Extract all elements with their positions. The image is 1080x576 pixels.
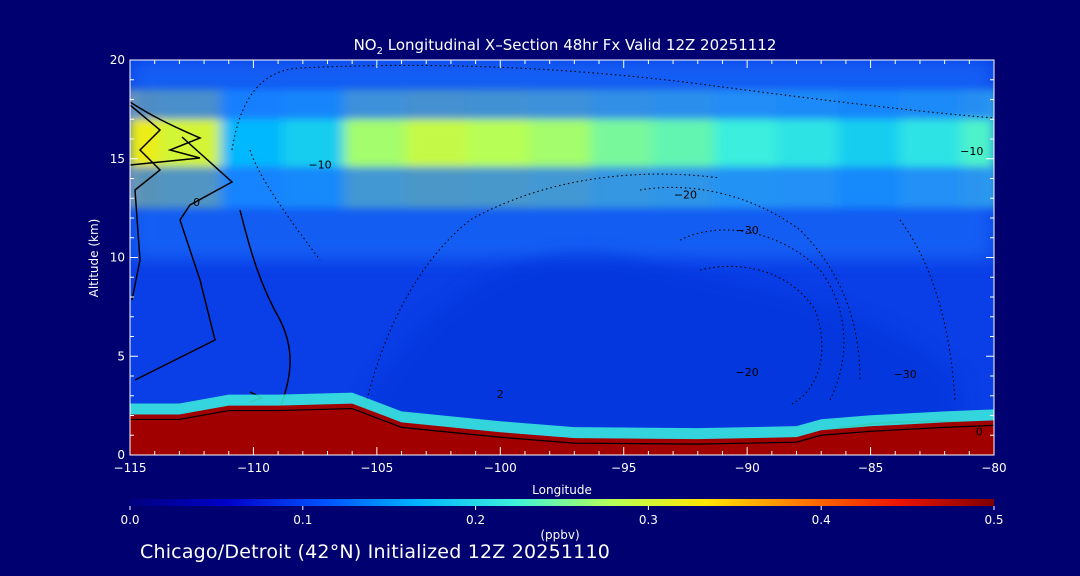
y-tick-label: 15	[110, 152, 125, 166]
colorbar	[130, 499, 994, 506]
x-tick-label: −115	[114, 461, 147, 475]
contour-label: −30	[894, 368, 917, 381]
colorbar-tick-label: 0.5	[984, 513, 1003, 527]
colorbar-tick-label: 0.0	[120, 513, 139, 527]
colorbar-unit: (ppbv)	[540, 528, 579, 542]
contour-label: 0	[976, 425, 983, 438]
contour-label: −20	[674, 188, 697, 201]
footer-caption: Chicago/Detroit (42°N) Initialized 12Z 2…	[140, 541, 611, 563]
colorbar-tick-label: 0.4	[812, 513, 831, 527]
contour-label: −10	[960, 145, 983, 158]
colorbar-tick-label: 0.3	[639, 513, 658, 527]
colorbar-ticks: 0.0 0.1 0.2 0.3 0.4 0.5	[120, 506, 1004, 527]
x-axis-label: Longitude	[532, 483, 592, 497]
dotted-contours	[231, 64, 994, 431]
title-suffix: Longitudinal X–Section 48hr Fx Valid 12Z…	[383, 36, 776, 54]
x-tick-label: −110	[237, 461, 270, 475]
x-axis: −115 −110 −105 −100 −95 −90 −85 −80	[114, 60, 1007, 475]
x-tick-label: −80	[981, 461, 1006, 475]
y-tick-label: 0	[117, 448, 125, 462]
chart-title: NO2 Longitudinal X–Section 48hr Fx Valid…	[354, 36, 777, 57]
no2-layer-fade-top	[130, 89, 994, 120]
y-axis-label: Altitude (km)	[87, 219, 101, 298]
x-tick-label: −105	[360, 461, 393, 475]
x-tick-label: −100	[484, 461, 517, 475]
contour-label: −30	[736, 224, 759, 237]
contour-labels: −10 −20 −30 −10 −20 −30 2 0 0	[193, 145, 983, 438]
terrain-outline	[130, 407, 994, 445]
title-subscript: 2	[377, 46, 383, 57]
title-prefix: NO	[354, 36, 377, 54]
x-tick-label: −90	[734, 461, 759, 475]
colorbar-tick-label: 0.1	[293, 513, 312, 527]
y-tick-label: 10	[110, 251, 125, 265]
x-tick-label: −85	[858, 461, 883, 475]
contour-label: 2	[497, 388, 504, 401]
y-tick-label: 20	[110, 53, 125, 67]
x-tick-label: −95	[611, 461, 636, 475]
contour-label: −20	[736, 366, 759, 379]
contour-label: −10	[308, 159, 331, 172]
y-tick-label: 5	[117, 349, 125, 363]
plot-area	[130, 60, 994, 455]
no2-layer-fade-bottom	[130, 166, 994, 209]
no2-layer	[130, 89, 994, 209]
lower-trough	[360, 253, 960, 440]
contour-label: 0	[193, 196, 200, 209]
colorbar-tick-label: 0.2	[466, 513, 485, 527]
